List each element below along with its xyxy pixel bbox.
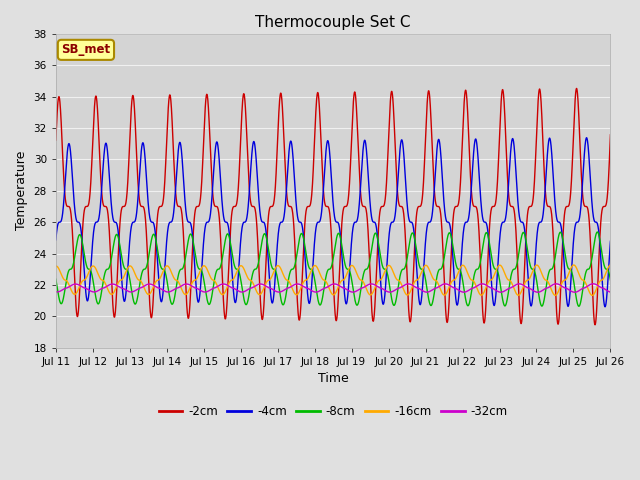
-32cm	[52, 289, 60, 295]
Title: Thermocouple Set C: Thermocouple Set C	[255, 15, 411, 30]
-4cm	[52, 237, 60, 243]
-32cm	[289, 283, 296, 288]
-2cm	[573, 85, 580, 91]
-8cm	[607, 277, 614, 283]
-8cm	[265, 247, 273, 252]
-8cm	[536, 298, 543, 303]
-2cm	[591, 322, 599, 328]
Line: -4cm: -4cm	[56, 138, 611, 307]
-4cm	[596, 239, 604, 245]
Text: SB_met: SB_met	[61, 43, 111, 56]
-16cm	[596, 279, 604, 285]
Y-axis label: Temperature: Temperature	[15, 151, 28, 230]
-2cm	[536, 86, 543, 92]
-4cm	[607, 239, 614, 244]
Line: -16cm: -16cm	[56, 265, 611, 295]
-2cm	[607, 132, 614, 138]
-8cm	[593, 229, 601, 235]
-16cm	[607, 262, 614, 268]
-4cm	[265, 261, 273, 266]
-8cm	[115, 238, 123, 244]
-32cm	[596, 284, 604, 290]
-8cm	[596, 237, 604, 243]
Legend: -2cm, -4cm, -8cm, -16cm, -32cm: -2cm, -4cm, -8cm, -16cm, -32cm	[154, 401, 512, 423]
Line: -8cm: -8cm	[56, 232, 611, 306]
-4cm	[536, 219, 543, 225]
-32cm	[148, 282, 156, 288]
-8cm	[289, 266, 296, 272]
-16cm	[115, 278, 123, 284]
-4cm	[289, 149, 296, 155]
-2cm	[265, 213, 273, 218]
-16cm	[52, 263, 60, 269]
-32cm	[536, 289, 543, 295]
-8cm	[52, 276, 60, 282]
-32cm	[589, 281, 597, 287]
-16cm	[588, 292, 596, 298]
-16cm	[536, 266, 543, 272]
-32cm	[115, 284, 123, 290]
-2cm	[115, 235, 123, 240]
-4cm	[583, 135, 591, 141]
-8cm	[148, 235, 156, 240]
-4cm	[148, 219, 156, 225]
-4cm	[115, 238, 123, 244]
-16cm	[265, 277, 273, 283]
-4cm	[601, 304, 609, 310]
-2cm	[289, 209, 296, 215]
-2cm	[52, 137, 60, 143]
Line: -32cm: -32cm	[56, 284, 611, 292]
Line: -2cm: -2cm	[56, 88, 611, 325]
X-axis label: Time: Time	[318, 372, 349, 385]
-32cm	[607, 289, 614, 295]
-16cm	[148, 288, 156, 293]
-8cm	[575, 303, 582, 309]
-2cm	[148, 312, 156, 318]
-32cm	[571, 289, 579, 295]
-32cm	[265, 285, 273, 290]
-16cm	[289, 286, 296, 292]
-2cm	[596, 234, 604, 240]
